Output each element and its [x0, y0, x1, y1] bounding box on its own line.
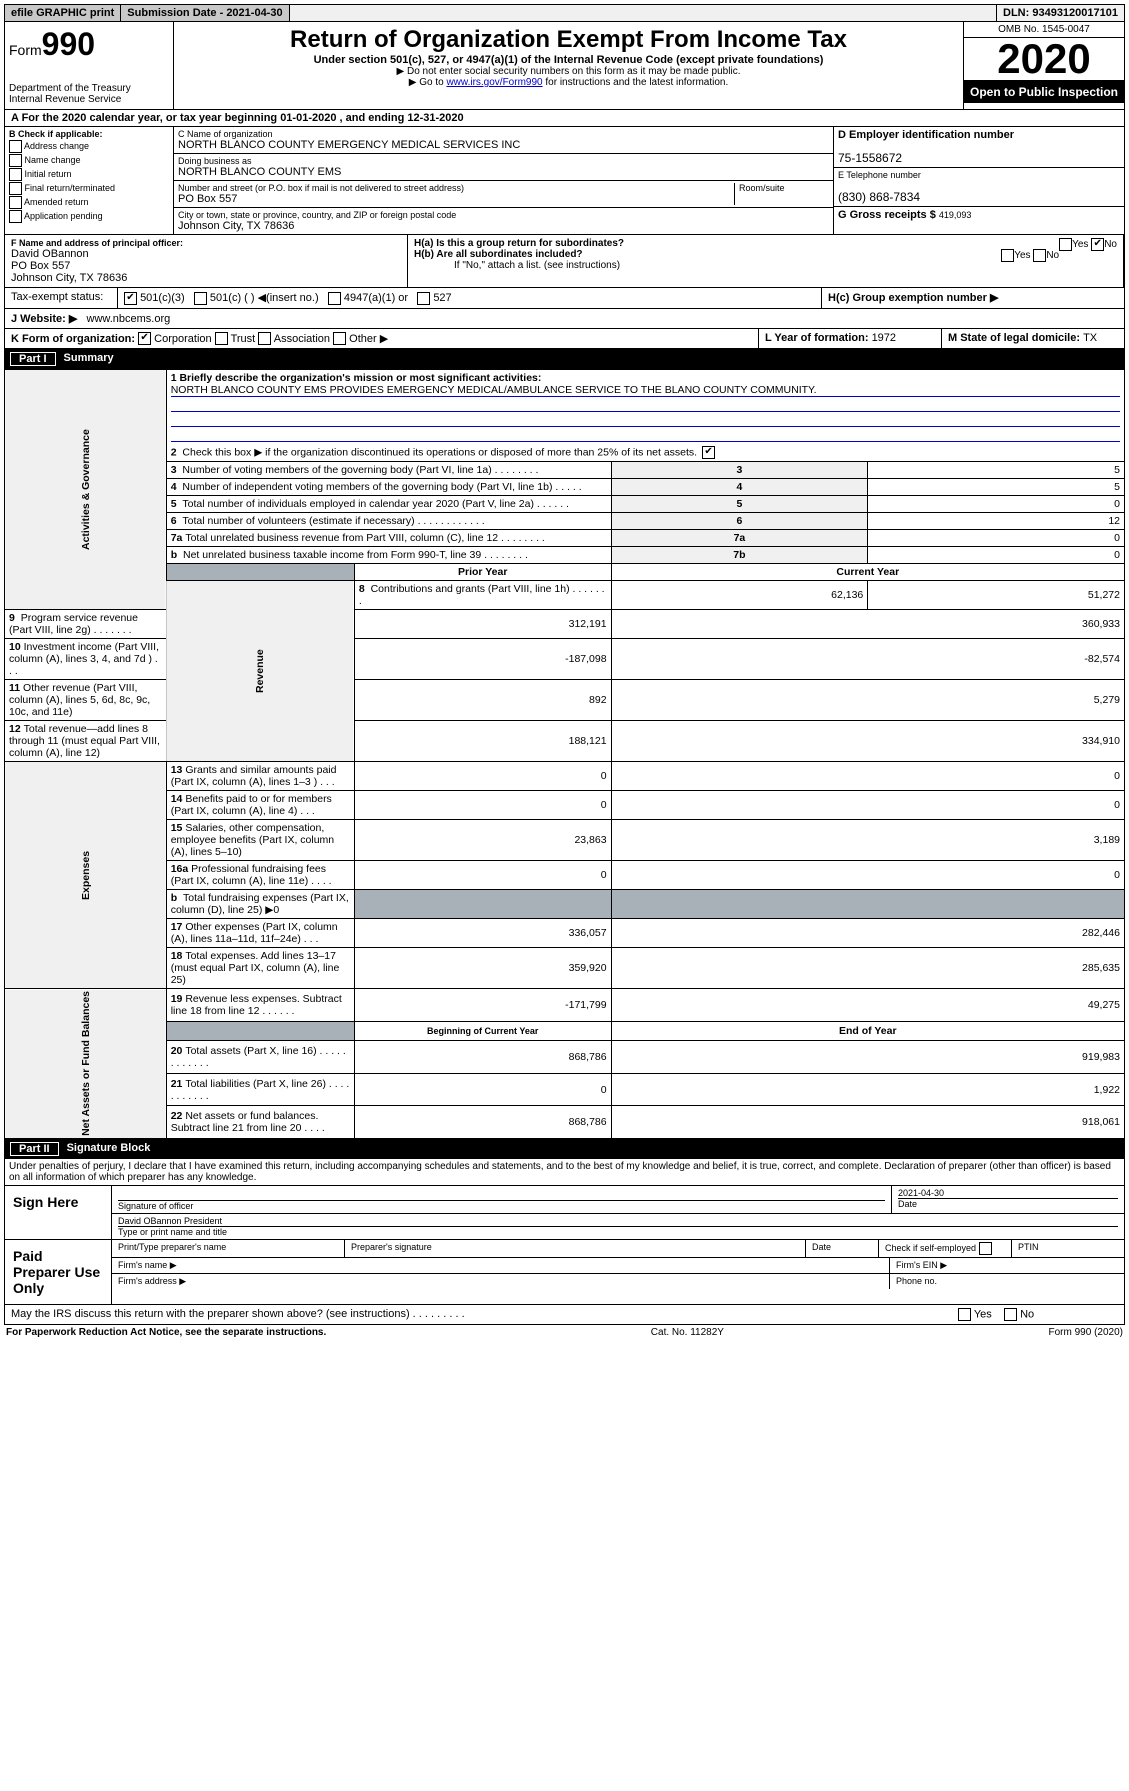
gov-side-label: Activities & Governance	[5, 370, 167, 610]
identification-grid: B Check if applicable: Address change Na…	[4, 127, 1125, 235]
dln: DLN: 93493120017101	[996, 5, 1124, 21]
net-side-label: Net Assets or Fund Balances	[5, 989, 167, 1139]
top-bar: efile GRAPHIC print Submission Date - 20…	[4, 4, 1125, 22]
sign-here-block: Sign Here Signature of officer 2021-04-3…	[4, 1186, 1125, 1240]
rev-side-label: Revenue	[166, 581, 354, 762]
table-row: 5 Total number of individuals employed i…	[5, 496, 1125, 513]
exp-side-label: Expenses	[5, 762, 167, 989]
form-header: Form990 Department of the Treasury Inter…	[4, 22, 1125, 110]
officer: David OBannon PO Box 557 Johnson City, T…	[11, 248, 401, 284]
website: www.nbcems.org	[87, 313, 171, 325]
mission-text: NORTH BLANCO COUNTY EMS PROVIDES EMERGEN…	[171, 384, 1120, 397]
form-title: Return of Organization Exempt From Incom…	[178, 26, 959, 54]
phone: (830) 868-7834	[838, 190, 920, 204]
instructions-note: ▶ Go to www.irs.gov/Form990 for instruct…	[178, 77, 959, 88]
dba: NORTH BLANCO COUNTY EMS	[178, 166, 829, 178]
org-name: NORTH BLANCO COUNTY EMERGENCY MEDICAL SE…	[178, 139, 829, 151]
inspection-badge: Open to Public Inspection	[964, 81, 1124, 103]
submission-date: Submission Date - 2021-04-30	[121, 5, 289, 21]
table-row: b Net unrelated business taxable income …	[5, 547, 1125, 564]
row-a: A For the 2020 calendar year, or tax yea…	[4, 110, 1125, 127]
part1-header: Part I Summary	[4, 349, 1125, 369]
irs-label: Internal Revenue Service	[9, 94, 169, 105]
footer: For Paperwork Reduction Act Notice, see …	[4, 1325, 1125, 1340]
perjury-statement: Under penalties of perjury, I declare th…	[4, 1159, 1125, 1186]
table-row: 4 Number of independent voting members o…	[5, 479, 1125, 496]
discuss-row: May the IRS discuss this return with the…	[4, 1305, 1125, 1325]
ssn-note: ▶ Do not enter social security numbers o…	[178, 66, 959, 77]
501c3-checkbox[interactable]	[124, 292, 137, 305]
tax-year: 2020	[964, 38, 1124, 81]
table-row: 3 Number of voting members of the govern…	[5, 462, 1125, 479]
col-b-checkboxes: B Check if applicable: Address change Na…	[5, 127, 174, 234]
dept-label: Department of the Treasury	[9, 83, 169, 94]
col-c-org-info: C Name of organization NORTH BLANCO COUN…	[174, 127, 833, 234]
gross-receipts: 419,093	[939, 210, 972, 220]
form-subtitle: Under section 501(c), 527, or 4947(a)(1)…	[178, 54, 959, 66]
part2-header: Part II Signature Block	[4, 1139, 1125, 1159]
officer-signature-name: David OBannon President	[118, 1216, 1118, 1227]
efile-button[interactable]: efile GRAPHIC print	[5, 5, 121, 21]
ein: 75-1558672	[838, 151, 902, 165]
table-row: 6 Total number of volunteers (estimate i…	[5, 513, 1125, 530]
instructions-link[interactable]: www.irs.gov/Form990	[446, 77, 542, 88]
officer-h-row: F Name and address of principal officer:…	[4, 235, 1125, 288]
paid-preparer-block: Paid Preparer Use Only Print/Type prepar…	[4, 1240, 1125, 1305]
city: Johnson City, TX 78636	[178, 220, 829, 232]
col-right: D Employer identification number 75-1558…	[833, 127, 1124, 234]
website-row: J Website: ▶ www.nbcems.org	[4, 309, 1125, 329]
summary-table: Activities & Governance 1 Briefly descri…	[4, 369, 1125, 1139]
tax-status-row: Tax-exempt status: 501(c)(3) 501(c) ( ) …	[4, 288, 1125, 309]
table-row: 7a Total unrelated business revenue from…	[5, 530, 1125, 547]
street: PO Box 557	[178, 193, 734, 205]
form-number: Form990	[9, 26, 169, 63]
klm-row: K Form of organization: Corporation Trus…	[4, 329, 1125, 350]
sign-date: 2021-04-30	[898, 1188, 1118, 1198]
